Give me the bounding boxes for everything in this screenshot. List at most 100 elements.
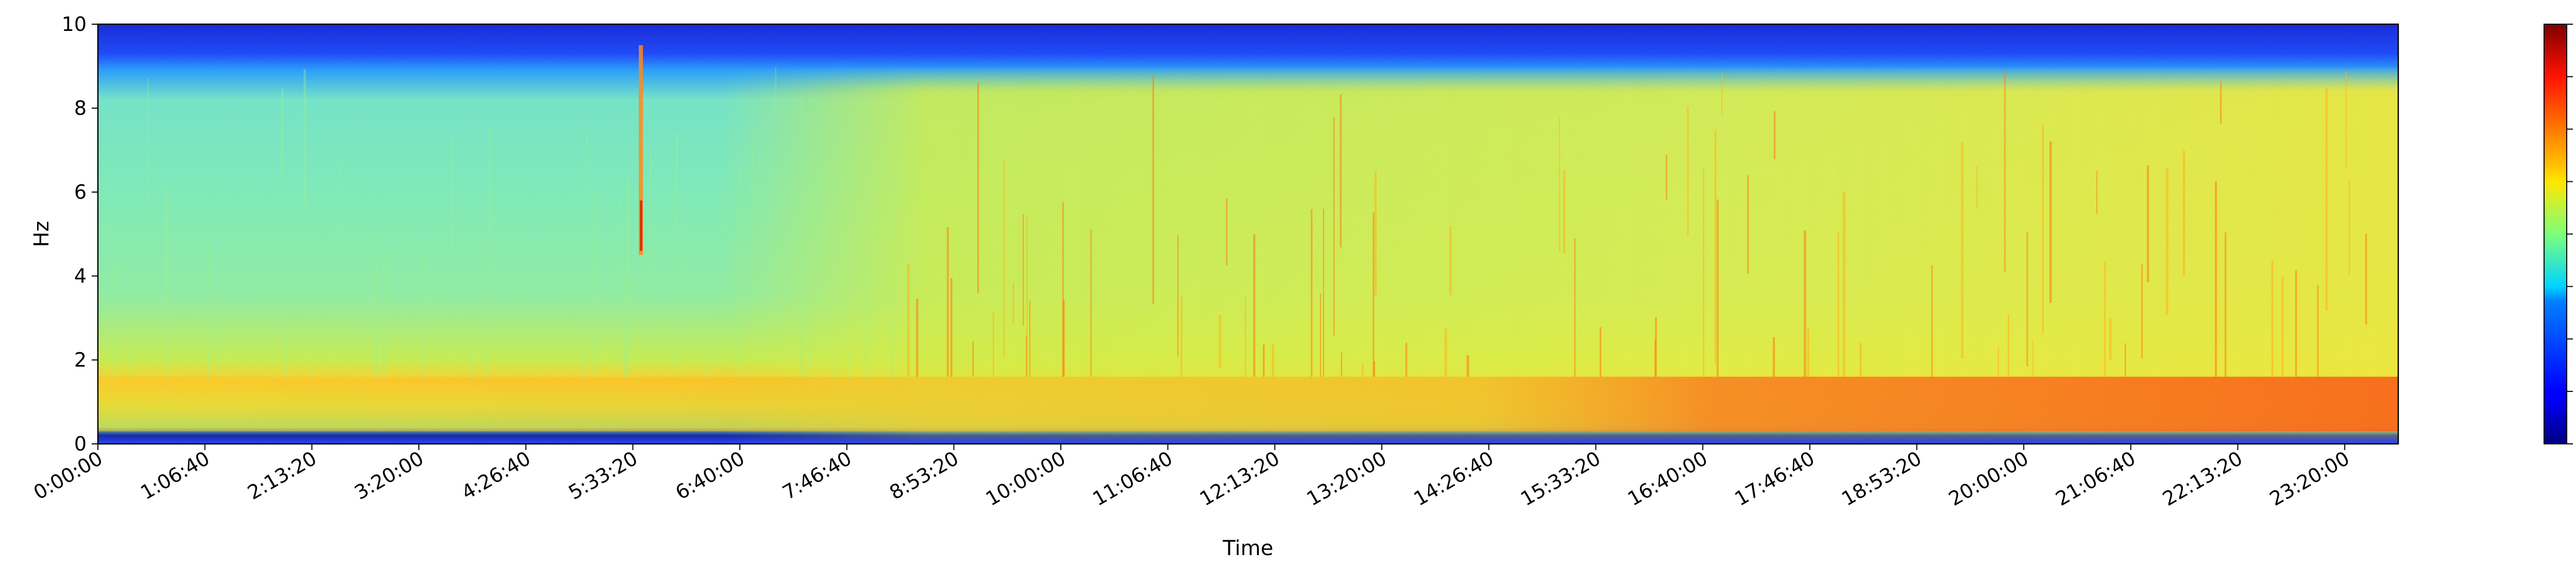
vertical-streak (2147, 165, 2149, 283)
vertical-streak (1687, 106, 1689, 235)
vertical-streak (2165, 168, 2168, 315)
vertical-streak (1747, 175, 1749, 273)
vertical-streak (1023, 214, 1024, 326)
y-tick-label: 10 (62, 13, 87, 36)
plot-area (98, 24, 2398, 444)
vertical-streak (1245, 297, 1246, 377)
vertical-streak (357, 269, 359, 333)
x-tick-label: 8:53:20 (886, 447, 962, 504)
vertical-streak (1563, 170, 1566, 253)
vertical-streak (808, 295, 810, 377)
vertical-streak (2365, 233, 2367, 325)
vertical-streak (865, 267, 868, 377)
vertical-streak (1666, 154, 1668, 200)
vertical-streak (1714, 130, 1717, 365)
vertical-streak (674, 295, 676, 372)
vertical-streak (469, 339, 471, 377)
vertical-streak (2096, 170, 2098, 214)
vertical-streak (624, 277, 627, 377)
vertical-streak (706, 360, 708, 377)
vertical-streak (1976, 166, 1978, 209)
vertical-streak (1405, 342, 1408, 377)
x-tick-label: 3:20:00 (351, 447, 428, 504)
vertical-streak (1374, 171, 1377, 296)
vertical-streak (800, 237, 803, 377)
colorbar-gradient (2544, 24, 2567, 444)
vertical-streak (2220, 81, 2222, 124)
x-axis-label: Time (1223, 537, 1274, 560)
colorbar-ticks: +0 dB-10 dB-20 dB-30 dB-40 dB-50 dB-60 d… (2567, 24, 2573, 444)
vertical-streak (285, 324, 287, 377)
vertical-streak (1026, 217, 1028, 377)
vertical-streak (2281, 277, 2284, 377)
vertical-streak (451, 134, 453, 251)
vertical-streak (2345, 71, 2347, 169)
vertical-streak (1152, 76, 1155, 304)
vertical-streak (2141, 264, 2143, 358)
vertical-streak (382, 333, 384, 377)
vertical-streak (2225, 232, 2227, 377)
vertical-streak (1807, 328, 1809, 377)
vertical-streak (1323, 209, 1325, 377)
vertical-streak (1837, 232, 1839, 377)
vertical-streak (1773, 111, 1776, 160)
plot-frame (97, 23, 2399, 445)
vertical-streak (1262, 344, 1265, 377)
vertical-streak (1558, 117, 1561, 252)
vertical-streak (1574, 238, 1576, 377)
vertical-streak (1599, 327, 1602, 377)
vertical-streak (907, 263, 910, 377)
vertical-streak (2182, 150, 2185, 276)
x-tick-label: 0:00:00 (30, 447, 107, 504)
vertical-streak (2042, 124, 2044, 335)
vertical-streak (891, 178, 894, 239)
vertical-streak (1772, 337, 1775, 377)
x-tick-label: 23:20:00 (2266, 447, 2353, 510)
vertical-streak (946, 227, 949, 377)
vertical-streak (582, 327, 584, 377)
vertical-streak (281, 88, 284, 181)
vertical-streak (1654, 339, 1656, 377)
vertical-streak (2348, 180, 2350, 274)
vertical-streak (847, 351, 849, 377)
vertical-streak (1177, 235, 1179, 357)
x-tick-label: 14:26:40 (1410, 447, 1497, 510)
vertical-streak (1311, 209, 1313, 377)
vertical-streak (106, 181, 108, 244)
vertical-streak (338, 161, 341, 240)
vertical-streak (1444, 328, 1447, 377)
y-tick-label: 0 (74, 433, 87, 455)
vertical-streak (1842, 192, 1845, 377)
vertical-streak (681, 225, 683, 287)
vertical-streak (1655, 317, 1657, 377)
colorbar: +0 dB-10 dB-20 dB-30 dB-40 dB-50 dB-60 d… (2544, 24, 2573, 444)
vertical-streak (2271, 261, 2274, 377)
x-tick-label: 10:00:00 (982, 447, 1070, 510)
vertical-streak (1253, 234, 1256, 377)
vertical-streak (775, 66, 776, 112)
vertical-streak (1362, 363, 1364, 377)
vertical-streak (2124, 343, 2126, 377)
x-axis: 0:00:00 1:06:40 2:13:20 3:20:00 4:26:40 5:33:… (30, 444, 2353, 510)
x-tick-label: 16:40:00 (1624, 447, 1711, 510)
vertical-streak (423, 254, 426, 377)
vertical-streak (1717, 199, 1719, 377)
vertical-streak (2317, 285, 2319, 377)
vertical-streak (596, 324, 598, 377)
x-tick-label: 20:00:00 (1945, 447, 2032, 510)
vertical-streak (834, 359, 836, 377)
vertical-streak (165, 198, 168, 377)
vertical-streak (2004, 71, 2006, 272)
vertical-streak (639, 200, 642, 251)
vertical-streak (1180, 297, 1182, 377)
vertical-streak (207, 244, 210, 377)
x-tick-label: 21:06:40 (2052, 447, 2140, 510)
vertical-streak (891, 298, 893, 377)
vertical-streak (374, 274, 377, 377)
vertical-streak (1466, 355, 1469, 377)
vertical-streak (1804, 230, 1806, 377)
vertical-streak (619, 197, 621, 368)
y-tick-label: 2 (74, 349, 87, 371)
vertical-streak (131, 329, 133, 377)
vertical-streak (816, 121, 819, 260)
